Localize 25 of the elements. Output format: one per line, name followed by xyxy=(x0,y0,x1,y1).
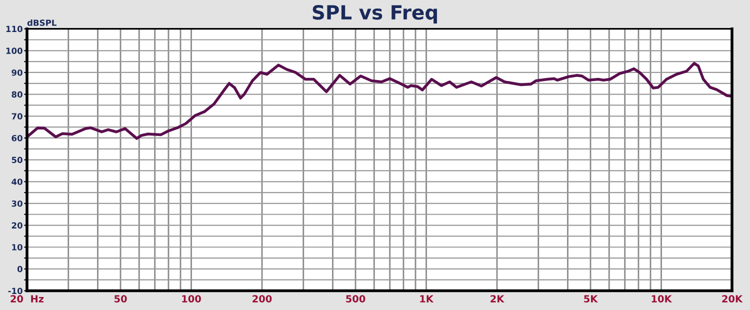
y-tick-label: 60 xyxy=(12,134,22,142)
x-tick-label: 20 Hz xyxy=(10,295,44,302)
y-tick-label: 0 xyxy=(17,266,22,272)
x-tick-label: 5K xyxy=(584,295,598,302)
x-tick-label: 500 xyxy=(346,295,366,302)
y-tick-label: -10 xyxy=(8,288,22,294)
y-tick-label: 40 xyxy=(12,178,22,185)
y-tick-label: 90 xyxy=(12,69,22,76)
y-tick-label: 20 xyxy=(12,222,22,229)
y-tick-label: 50 xyxy=(12,156,22,164)
y-tick-label: 110 xyxy=(6,26,22,32)
y-tick-label: 80 xyxy=(12,91,22,98)
x-tick-label: 1K xyxy=(420,295,434,302)
y-tick-label: 10 xyxy=(12,244,22,250)
x-tick-label: 20K xyxy=(722,295,743,302)
y-axis-title: dBSPL xyxy=(27,19,57,26)
chart-title: SPL vs Freq xyxy=(312,4,437,24)
y-tick-label: 100 xyxy=(6,48,22,54)
x-tick-label: 100 xyxy=(182,295,201,302)
x-tick-label: 200 xyxy=(252,295,272,302)
y-tick-label: 30 xyxy=(12,200,22,207)
x-tick-label: 10K xyxy=(652,295,672,302)
x-tick-label: 2K xyxy=(490,295,504,302)
y-tick-label: 70 xyxy=(12,113,22,120)
x-tick-label: 50 xyxy=(114,295,127,302)
